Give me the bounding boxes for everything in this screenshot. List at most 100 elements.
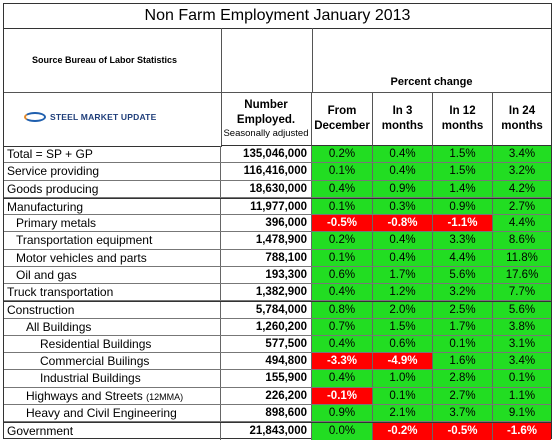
row-label-text: Total = SP + GP — [7, 147, 93, 161]
row-label: Industrial Buildings — [4, 370, 221, 387]
table-row: Construction 5,784,000 0.8% 2.0% 2.5% 5.6% — [4, 301, 551, 319]
in-3-months-cell: 1.2% — [373, 284, 433, 301]
row-label-text: Service providing — [7, 164, 100, 179]
from-december-cell: 0.4% — [312, 370, 373, 387]
row-label-text: Highways and Streets — [26, 388, 143, 403]
from-header-line1: From — [327, 104, 357, 117]
number-employed-cell: 5,784,000 — [221, 302, 312, 318]
in-3-months-cell: -0.8% — [373, 215, 433, 232]
in-12-months-cell: 1.4% — [433, 180, 493, 197]
in-24-months-cell: 1.1% — [493, 387, 551, 404]
steel-market-update-logo: STEEL MARKET UPDATE — [24, 112, 156, 122]
number-employed-cell: 1,260,200 — [221, 318, 312, 335]
row-label-text: Commercial Builings — [40, 354, 150, 369]
from-december-cell: 0.2% — [312, 232, 373, 249]
in-12-months-cell: 0.9% — [433, 198, 493, 215]
in-24-months-cell: 2.7% — [493, 198, 551, 215]
from-december-cell: 0.2% — [312, 146, 373, 163]
row-label: Highways and Streets (12MMA) — [4, 387, 221, 404]
row-label: Government — [4, 423, 221, 440]
row-label: Service providing — [4, 163, 221, 180]
in-24-months-cell: 3.4% — [493, 146, 551, 163]
in-24-months-cell: 3.2% — [493, 163, 551, 180]
number-employed-cell: 396,000 — [221, 215, 312, 232]
in24-header-line2: months — [501, 119, 543, 132]
in-3-months-cell: 1.5% — [373, 318, 433, 335]
in-24-months-cell: 3.1% — [493, 335, 551, 353]
logo-swoosh-icon — [24, 112, 46, 122]
number-employed-cell: 21,843,000 — [221, 423, 312, 440]
row-label: Transportation equipment — [4, 232, 221, 249]
number-header-line1: Number — [244, 98, 288, 111]
from-december-cell: -0.5% — [312, 215, 373, 232]
row-label-text: Motor vehicles and parts — [16, 250, 147, 265]
in-12-months-cell: 1.7% — [433, 318, 493, 335]
row-label: Motor vehicles and parts — [4, 249, 221, 266]
row-label-text: Industrial Buildings — [40, 371, 141, 386]
in-12-months-cell: -0.5% — [433, 423, 493, 440]
from-december-cell: 0.1% — [312, 198, 373, 215]
row-label-text: Primary metals — [16, 216, 97, 231]
row-label: Total = SP + GP — [4, 146, 221, 163]
in3-header-line2: months — [381, 119, 424, 132]
in-12-months-cell: 3.3% — [433, 232, 493, 249]
from-december-cell: -3.3% — [312, 353, 373, 370]
in-3-months-cell: 0.4% — [373, 249, 433, 266]
in-12-months-cell: 3.7% — [433, 404, 493, 422]
table-title: Non Farm Employment January 2013 — [4, 4, 551, 29]
source-header-cell: Source Bureau of Labor Statistics — [4, 28, 222, 93]
source-label: Source Bureau of Labor Statistics — [32, 55, 178, 65]
in-12-months-cell: 2.7% — [433, 387, 493, 404]
table-row: Heavy and Civil Engineering 898,600 0.9% 2.… — [4, 404, 551, 423]
row-label: Manufacturing — [4, 198, 221, 215]
in-12-months-cell: 2.5% — [433, 302, 493, 318]
row-label: Goods producing — [4, 180, 221, 197]
blank-header-cell — [221, 28, 313, 93]
row-label-text: Truck transportation — [7, 285, 114, 300]
from-december-cell: 0.4% — [312, 335, 373, 353]
in-12-months-cell: 4.4% — [433, 249, 493, 266]
from-december-cell: 0.4% — [312, 180, 373, 197]
in-12-months-cell: 3.2% — [433, 284, 493, 301]
in-3-months-cell: 2.0% — [373, 302, 433, 318]
row-label-text: Heavy and Civil Engineering — [26, 405, 177, 420]
from-header-line2: December — [314, 119, 370, 132]
row-label-note: (12MMA) — [146, 391, 184, 402]
table-row: Manufacturing 11,977,000 0.1% 0.3% 0.9% 2.7% — [4, 197, 551, 216]
number-employed-cell: 788,100 — [221, 249, 312, 266]
from-december-cell: 0.7% — [312, 318, 373, 335]
in12-header-line1: In 12 — [449, 104, 476, 117]
row-label-text: Goods producing — [7, 181, 99, 196]
in-3-months-header: In 3 months — [373, 92, 433, 146]
from-december-header: From December — [312, 92, 373, 146]
row-label: Oil and gas — [4, 266, 221, 284]
table-row: Transportation equipment 1,478,900 0.2% 0.4… — [4, 232, 551, 250]
logo-text: STEEL MARKET UPDATE — [50, 112, 157, 122]
percent-change-label: Percent change — [390, 76, 473, 88]
table-row: Government 21,843,000 0.0% -0.2% -0.5% -1.6% — [4, 422, 551, 440]
in-3-months-cell: 1.7% — [373, 266, 433, 284]
table-row: Primary metals 396,000 -0.5% -0.8% -1.1% 4.4% — [4, 215, 551, 233]
row-label-text: Government — [7, 424, 74, 439]
in-3-months-cell: -4.9% — [373, 353, 433, 370]
in-3-months-cell: 2.1% — [373, 404, 433, 422]
table-row: Industrial Buildings 155,900 0.4% 1.0% 2.8% 0… — [4, 370, 551, 388]
table-row: Motor vehicles and parts 788,100 0.1% 0.4% 4… — [4, 249, 551, 267]
table-row: Goods producing 18,630,000 0.4% 0.9% 1.4% 4.2… — [4, 180, 551, 198]
row-label: Residential Buildings — [4, 335, 221, 353]
in-24-months-cell: -1.6% — [493, 423, 551, 440]
number-employed-cell: 577,500 — [221, 335, 312, 353]
in-3-months-cell: 0.4% — [373, 146, 433, 163]
row-label-text: Manufacturing — [7, 199, 84, 214]
number-employed-cell: 1,478,900 — [221, 232, 312, 249]
in-24-months-cell: 3.4% — [493, 353, 551, 370]
in-3-months-cell: 0.4% — [373, 232, 433, 249]
from-december-cell: -0.1% — [312, 387, 373, 404]
logo-cell: STEEL MARKET UPDATE — [4, 92, 222, 147]
number-employed-cell: 135,046,000 — [221, 146, 312, 163]
in-24-months-cell: 7.7% — [493, 284, 551, 301]
in-24-months-cell: 11.8% — [493, 249, 551, 266]
in-3-months-cell: -0.2% — [373, 423, 433, 440]
table-row: Total = SP + GP 135,046,000 0.2% 0.4% 1.5% 3.… — [4, 146, 551, 164]
number-employed-header: Number Employed. Seasonally adjusted — [221, 92, 312, 146]
